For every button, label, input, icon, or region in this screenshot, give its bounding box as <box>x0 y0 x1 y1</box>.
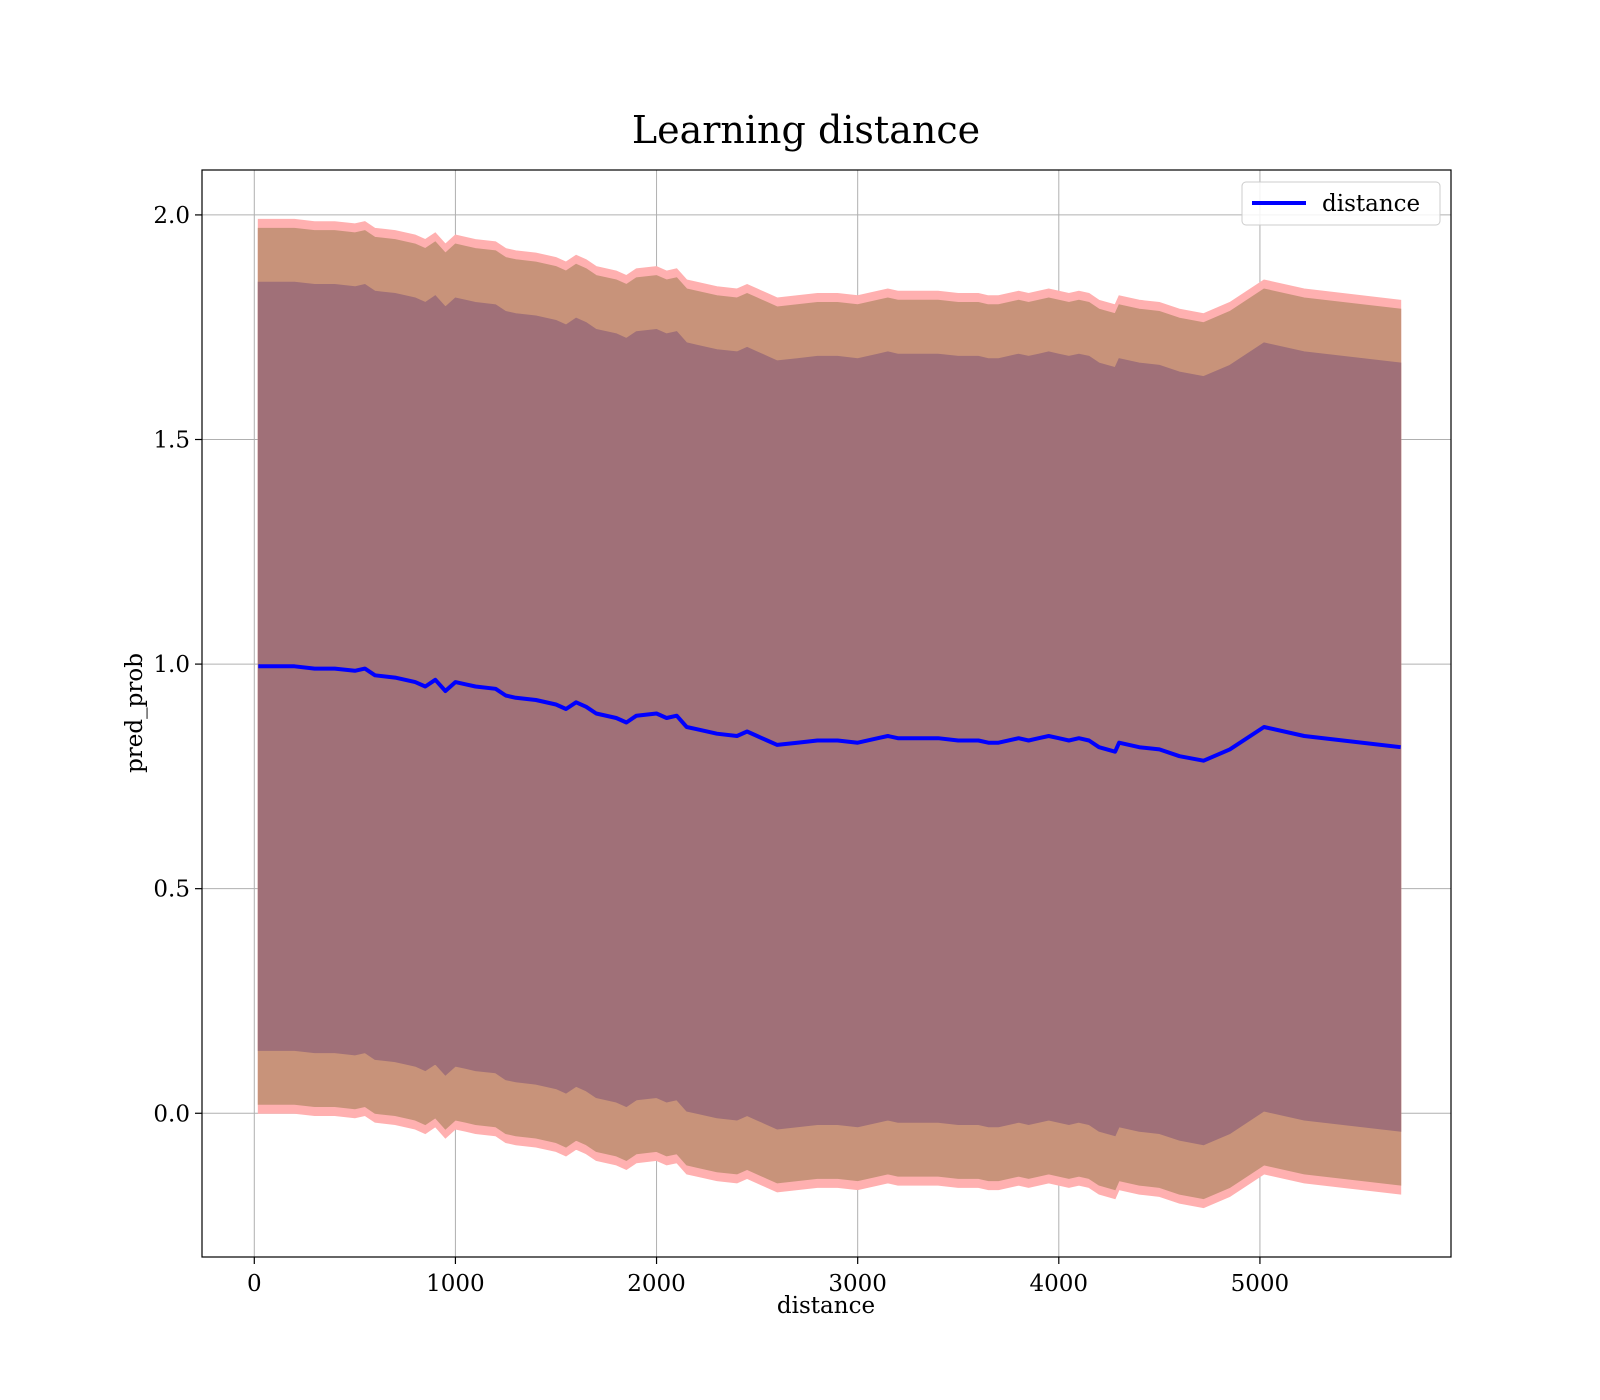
x-axis-label: distance <box>777 1293 875 1319</box>
x-tick-label: 1000 <box>426 1271 485 1297</box>
legend-box <box>1241 181 1441 226</box>
inner-confidence-band <box>257 281 1402 1146</box>
y-tick-label: 1.5 <box>153 428 190 454</box>
y-axis: 0.0 0.5 1.0 1.5 2.0 <box>153 203 202 1127</box>
series-group <box>258 664 1401 763</box>
y-tick-label: 1.0 <box>153 652 190 678</box>
legend-label-distance: distance <box>1322 191 1420 217</box>
y-tick-label: 0.5 <box>153 877 190 903</box>
y-axis-label: pred_prob <box>122 653 148 773</box>
legend: distance <box>1241 181 1441 226</box>
series-line-distance <box>258 664 1401 763</box>
plot-frame <box>201 169 1452 1258</box>
y-tick-label: 0.0 <box>153 1101 190 1127</box>
y-tick-label: 2.0 <box>153 203 190 229</box>
x-tick-label: 4000 <box>1030 1271 1089 1297</box>
x-tick-label: 2000 <box>627 1271 686 1297</box>
chart-title: Learning distance <box>632 108 980 152</box>
x-tick-label: 3000 <box>828 1271 887 1297</box>
confidence-bands <box>257 218 1402 1209</box>
x-tick-label: 5000 <box>1231 1271 1290 1297</box>
x-axis: 0 1000 2000 3000 4000 5000 <box>247 1257 1289 1297</box>
plot-area <box>201 169 1452 1258</box>
x-tick-label: 0 <box>247 1271 262 1297</box>
